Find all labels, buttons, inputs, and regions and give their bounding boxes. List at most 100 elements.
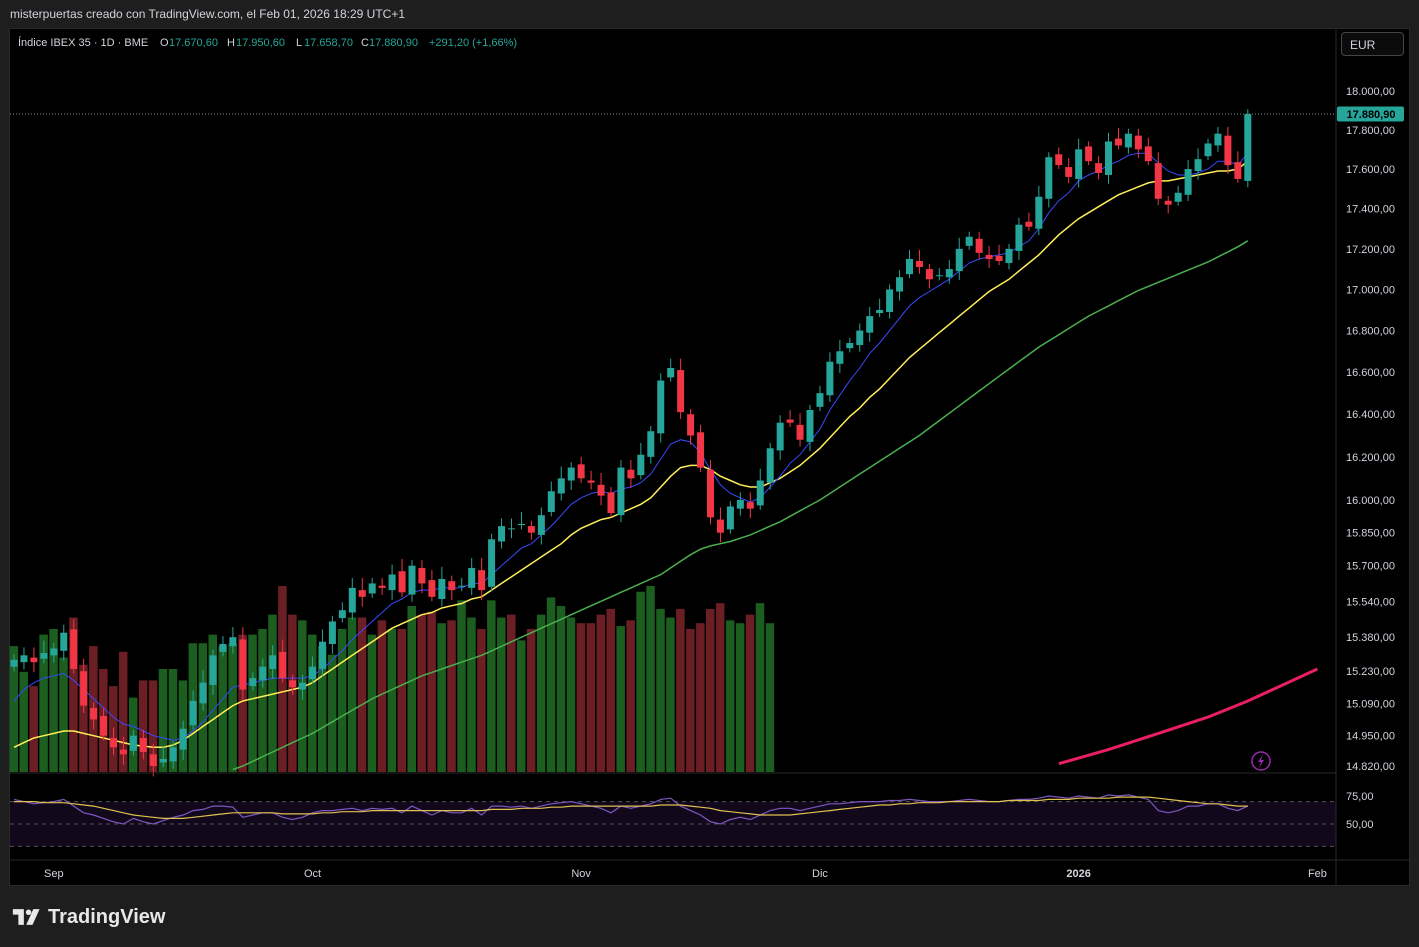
price-tick-label: 17.600,00 bbox=[1346, 164, 1395, 176]
ma-slow-line bbox=[232, 240, 1249, 771]
price-tick-label: 15.090,00 bbox=[1346, 698, 1395, 710]
volume-bar bbox=[39, 634, 48, 772]
volume-bar bbox=[755, 603, 765, 772]
candle-body bbox=[309, 666, 316, 680]
candle-body bbox=[906, 258, 913, 275]
candle-body bbox=[746, 502, 754, 509]
legend-o-value: 17.670,60 bbox=[169, 37, 218, 49]
volume-bar bbox=[9, 646, 18, 772]
volume-bar bbox=[69, 617, 78, 772]
candle-body bbox=[468, 567, 476, 588]
volume-bar bbox=[516, 640, 526, 772]
candle-body bbox=[677, 370, 685, 413]
candle-body bbox=[716, 519, 724, 533]
candle-body bbox=[1244, 114, 1252, 181]
price-tick-label: 15.700,00 bbox=[1346, 561, 1395, 573]
candle-body bbox=[925, 269, 933, 280]
candle-body bbox=[1065, 167, 1073, 177]
volume-bar bbox=[497, 617, 506, 772]
candle-body bbox=[1204, 143, 1212, 157]
candle-body bbox=[448, 581, 456, 591]
candle-body bbox=[219, 643, 227, 652]
legend-change: +291,20 (+1,66%) bbox=[429, 37, 517, 49]
candle-body bbox=[567, 467, 575, 481]
chart-caption: misterpuertas creado con TradingView.com… bbox=[10, 7, 405, 21]
footer-brand: TradingView bbox=[48, 905, 166, 928]
volume-bar bbox=[457, 600, 466, 772]
volume-bar bbox=[556, 606, 566, 772]
candle-body bbox=[597, 484, 605, 496]
candle-body bbox=[1045, 157, 1053, 199]
candle-body bbox=[259, 666, 267, 681]
candle-body bbox=[955, 248, 963, 272]
candle-body bbox=[408, 565, 416, 595]
candle-body bbox=[398, 571, 406, 593]
candle-body bbox=[1085, 146, 1093, 162]
candle-body bbox=[826, 361, 834, 396]
candle-body bbox=[50, 648, 58, 656]
candle-body bbox=[348, 587, 356, 613]
candle-body bbox=[1234, 162, 1242, 179]
price-tick-label: 16.000,00 bbox=[1346, 495, 1395, 507]
volume-series bbox=[9, 586, 775, 772]
candle-body bbox=[129, 735, 137, 751]
price-axis[interactable]: 18.000,00 17.800,00 17.600,00 17.400,00 17.2… bbox=[1346, 86, 1395, 773]
candle-body bbox=[488, 539, 496, 587]
candle-body bbox=[149, 754, 157, 766]
volume-bar bbox=[676, 608, 685, 772]
tradingview-footer: TradingView bbox=[12, 902, 165, 932]
candle-body bbox=[637, 454, 645, 476]
candle-body bbox=[1114, 138, 1122, 146]
alert-lightning-icon[interactable] bbox=[1251, 751, 1271, 771]
candle-body bbox=[866, 316, 874, 333]
candle-body bbox=[328, 621, 336, 644]
volume-bar bbox=[158, 668, 168, 772]
time-tick-label: Oct bbox=[304, 868, 321, 880]
volume-bar bbox=[387, 628, 397, 772]
candle-body bbox=[1194, 159, 1202, 172]
volume-bar bbox=[735, 623, 745, 772]
volume-bar bbox=[19, 671, 28, 772]
volume-bar bbox=[268, 614, 277, 772]
candle-body bbox=[478, 570, 486, 591]
time-tick-label: 2026 bbox=[1066, 868, 1090, 880]
rsi-axis[interactable]: 75,00 50,00 bbox=[1346, 791, 1374, 831]
time-tick-label: Sep bbox=[44, 868, 64, 880]
candle-body bbox=[40, 653, 48, 659]
volume-bar bbox=[745, 614, 755, 772]
candle-body bbox=[249, 678, 257, 687]
volume-bar bbox=[347, 617, 357, 772]
candle-body bbox=[508, 528, 515, 530]
candle-body bbox=[1184, 169, 1192, 195]
volume-bar bbox=[317, 646, 327, 772]
volume-bar bbox=[487, 600, 496, 772]
candle-body bbox=[846, 342, 854, 349]
legend-l-label: L bbox=[296, 37, 302, 49]
candle-body bbox=[1095, 163, 1103, 173]
candle-body bbox=[1224, 135, 1232, 166]
candle-body bbox=[100, 715, 108, 736]
candle-body bbox=[289, 680, 297, 688]
volume-bar bbox=[586, 623, 596, 772]
volume-bar bbox=[656, 608, 665, 772]
candle-body bbox=[707, 469, 714, 518]
currency-button[interactable]: EUR bbox=[1341, 32, 1404, 56]
volume-bar bbox=[437, 623, 446, 772]
time-axis[interactable]: Sep Oct Nov Dic 2026 Feb bbox=[10, 29, 1409, 885]
candle-body bbox=[428, 580, 436, 597]
candle-body bbox=[1075, 149, 1083, 179]
volume-bar bbox=[308, 634, 317, 772]
candle-body bbox=[995, 255, 1003, 261]
candle-body bbox=[1055, 154, 1063, 166]
candle-body bbox=[169, 747, 177, 762]
candle-body bbox=[816, 393, 824, 407]
volume-bar bbox=[218, 646, 227, 772]
candle-body bbox=[886, 289, 894, 313]
candle-body bbox=[876, 309, 884, 314]
volume-bar bbox=[526, 628, 536, 772]
last-price-label: 17.880,90 bbox=[1347, 109, 1396, 121]
volume-bar bbox=[576, 623, 586, 772]
candle-body bbox=[10, 659, 18, 667]
rsi-tick-label: 75,00 bbox=[1346, 791, 1374, 803]
